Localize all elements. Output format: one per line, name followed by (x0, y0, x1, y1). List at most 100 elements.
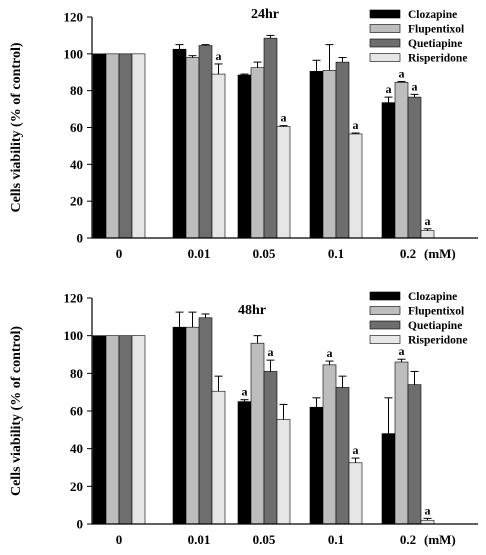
y-tick-label: 40 (70, 157, 83, 172)
bar-risperidone-0.01 (211, 390, 226, 525)
bar-clozapine-0.05 (237, 401, 252, 525)
bar-flupentixol-0.1 (322, 70, 337, 239)
bar-risperidone-0.2 (420, 230, 435, 239)
y-tick-label: 0 (77, 231, 84, 246)
legend-swatch (369, 24, 401, 33)
bar-risperidone-0.01 (211, 73, 226, 239)
x-tick-label: 0.01 (188, 532, 211, 547)
bar-quetiapine-0.01 (198, 317, 213, 525)
bar-clozapine-0.2 (381, 433, 396, 525)
legend-swatch (369, 306, 401, 315)
legend-label: Quetiapine (408, 38, 462, 50)
y-tick-label: 100 (64, 46, 84, 61)
bar-flupentixol-0 (105, 335, 120, 525)
bar-flupentixol-0.01 (185, 57, 200, 239)
significance-marker: a (399, 344, 405, 358)
legend: Clozapine Flupentixol Quetiapine Risperidon… (369, 291, 467, 347)
significance-marker: a (425, 214, 431, 228)
legend-swatch (369, 320, 401, 330)
chart-title: 48hr (238, 303, 266, 318)
bar-flupentixol-0.2 (394, 361, 409, 525)
significance-marker: a (412, 79, 418, 93)
bar-quetiapine-0.2 (407, 384, 422, 525)
bar-clozapine-0.1 (309, 71, 324, 239)
significance-marker: a (353, 118, 359, 132)
y-tick-label: 60 (70, 120, 83, 135)
bar-risperidone-0 (131, 335, 146, 525)
significance-marker: a (281, 111, 287, 125)
bar-clozapine-0 (92, 53, 107, 239)
bar-clozapine-0 (92, 335, 107, 525)
bar-quetiapine-0.2 (407, 96, 422, 239)
significance-marker: a (327, 346, 333, 360)
x-tick-label: 0.05 (253, 532, 276, 547)
chart-panel-24hr: 24hr Cells viability (% of control) 0 20 40 6… (9, 7, 478, 261)
bar-clozapine-0.05 (237, 74, 252, 239)
y-tick-label: 20 (70, 479, 83, 494)
y-tick-label: 0 (77, 517, 84, 532)
bar-clozapine-0.01 (172, 326, 187, 525)
x-tick-label: 0 (116, 532, 123, 547)
bar-quetiapine-0 (118, 335, 133, 525)
bar-clozapine-0.1 (309, 406, 324, 525)
legend-label: Risperidone (408, 53, 467, 65)
bar-risperidone-0.1 (348, 133, 363, 239)
bar-clozapine-0.2 (381, 102, 396, 239)
bar-risperidone-0 (131, 53, 146, 239)
legend-swatch (369, 291, 401, 301)
legend-label: Flupentixol (408, 24, 464, 36)
legend-swatch (369, 38, 401, 48)
bar-flupentixol-0.1 (322, 364, 337, 525)
bar-risperidone-0.05 (276, 126, 291, 239)
legend-swatch (369, 9, 401, 19)
y-tick-label: 120 (64, 291, 84, 306)
y-tick-label: 40 (70, 441, 83, 456)
y-tick-label: 120 (64, 10, 84, 25)
y-tick-label: 60 (70, 404, 83, 419)
legend-label: Clozapine (408, 291, 457, 303)
significance-marker: a (216, 49, 222, 63)
chart-title: 24hr (251, 7, 279, 22)
legend: Clozapine Flupentixol Quetiapine Risperidon… (369, 9, 467, 65)
bar-flupentixol-0.05 (250, 67, 265, 239)
bar-quetiapine-0.1 (335, 387, 350, 525)
bar-clozapine-0.01 (172, 48, 187, 239)
legend-label: Risperidone (408, 335, 467, 347)
x-tick-label: 0.05 (253, 246, 276, 261)
x-unit-label: (mM) (424, 246, 456, 261)
bar-flupentixol-0.01 (185, 326, 200, 525)
y-tick-label: 20 (70, 194, 83, 209)
bar-quetiapine-0.01 (198, 45, 213, 239)
x-tick-label: 0 (116, 246, 123, 261)
legend-label: Quetiapine (408, 320, 462, 332)
x-unit-label: (mM) (424, 532, 456, 547)
bar-flupentixol-0 (105, 53, 120, 239)
legend-swatch (369, 335, 401, 344)
significance-marker: a (268, 345, 274, 359)
y-tick-label: 80 (70, 83, 83, 98)
significance-marker: a (425, 503, 431, 517)
chart-panel-48hr: 48hr Cells viability (% of control) 0 20 40 6… (9, 291, 478, 547)
bar-quetiapine-0.05 (263, 37, 278, 239)
bar-risperidone-0.1 (348, 462, 363, 525)
legend-swatch (369, 53, 401, 62)
legend-label: Clozapine (408, 9, 457, 21)
bar-flupentixol-0.2 (394, 82, 409, 239)
bar-risperidone-0.05 (276, 419, 291, 525)
x-tick-label: 0.1 (328, 246, 344, 261)
significance-marker: a (386, 82, 392, 96)
significance-marker: a (353, 443, 359, 457)
significance-marker: a (399, 66, 405, 80)
legend-label: Flupentixol (408, 306, 464, 318)
x-tick-label: 0.2 (400, 246, 416, 261)
y-tick-label: 80 (70, 366, 83, 381)
x-tick-label: 0.01 (188, 246, 211, 261)
x-tick-label: 0.2 (400, 532, 416, 547)
bar-quetiapine-0 (118, 53, 133, 239)
bar-flupentixol-0.05 (250, 342, 265, 525)
y-axis-label: Cells viability (% of control) (9, 326, 24, 496)
significance-marker: a (242, 385, 248, 399)
y-axis-label: Cells viability (% of control) (9, 42, 24, 212)
bar-quetiapine-0.05 (263, 371, 278, 525)
